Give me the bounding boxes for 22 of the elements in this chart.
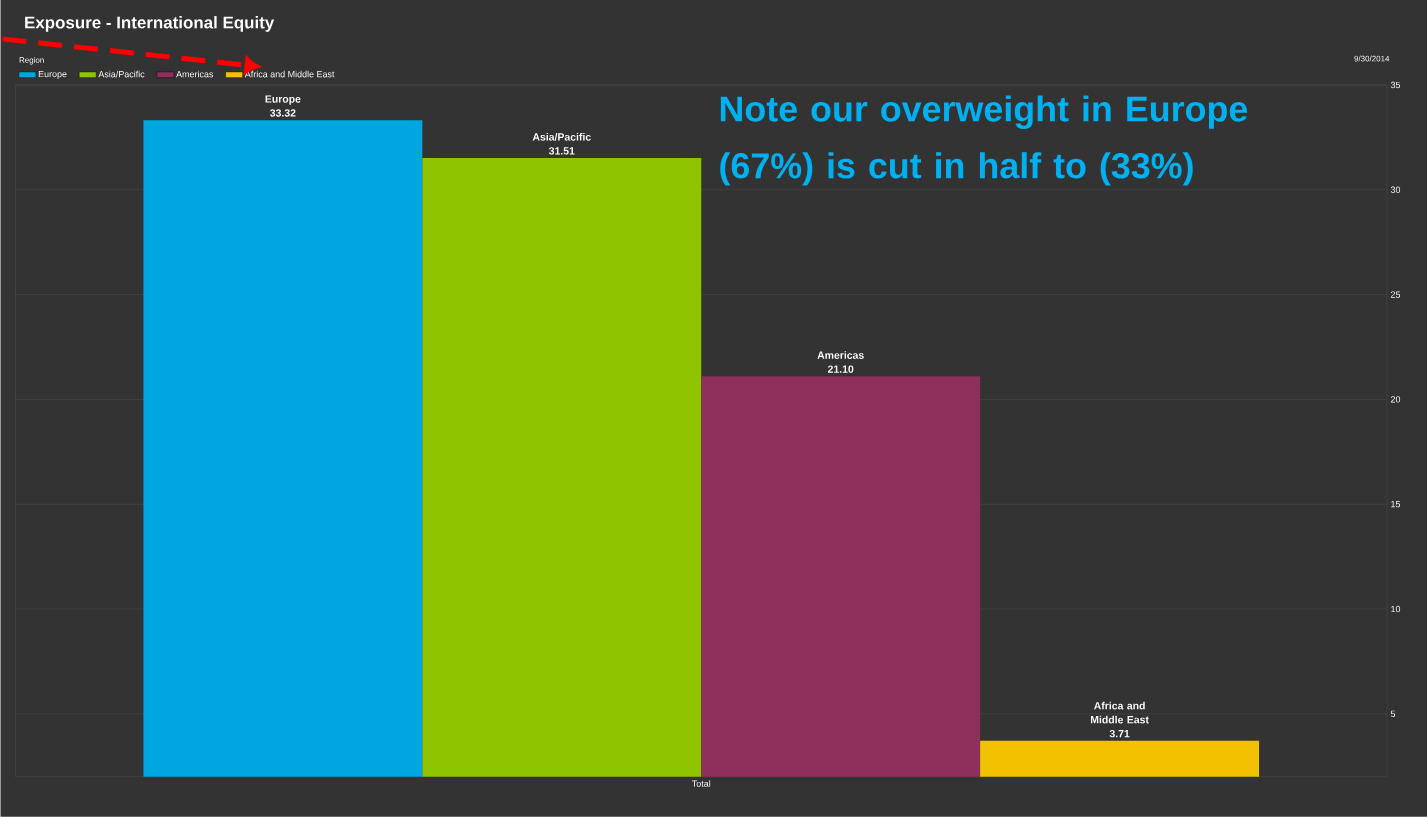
chart-title: Exposure - International Equity (25, 16, 275, 33)
y-tick-label: 20 (1390, 396, 1401, 403)
text: Asia/Pacific (532, 133, 591, 141)
y-tick-label: 30 (1390, 186, 1401, 194)
y-tick-label: 35 (1390, 81, 1401, 89)
text: Europe (265, 95, 301, 105)
legend-label: Europe (38, 71, 67, 80)
data-label: 21.10 (827, 365, 854, 373)
annotation: Note our overweight in Europe (67%) is cut in half to (33%) (720, 95, 1248, 186)
data-label: 31.51 (548, 147, 575, 155)
y-tick-label: 25 (1390, 291, 1401, 298)
text: Africa and Middle East (1090, 701, 1149, 724)
x-tick-label: Total (691, 780, 711, 787)
data-label: 33.32 (270, 109, 296, 117)
y-tick-label: 10 (1391, 605, 1401, 613)
y-tick-label: 15 (1391, 501, 1401, 508)
text: Americas (817, 351, 864, 360)
legend-label: Asia/Pacific (98, 70, 145, 78)
y-tick-label: 5 (1390, 710, 1396, 718)
legend-label: Americas (176, 70, 214, 78)
legend-label: Africa and Middle East (244, 70, 335, 78)
data-label: 3.71 (1109, 730, 1130, 738)
